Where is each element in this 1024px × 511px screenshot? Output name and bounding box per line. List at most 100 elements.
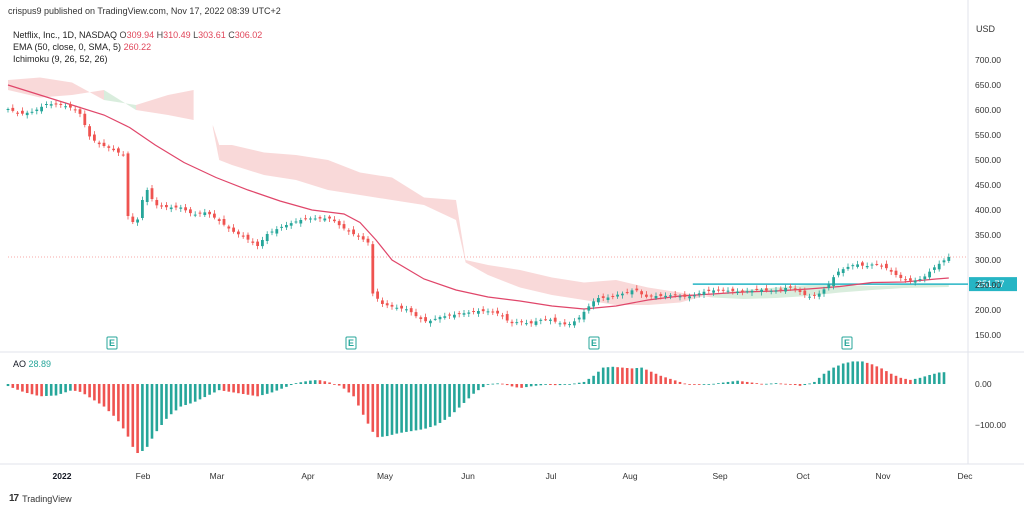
candle-body <box>265 234 269 242</box>
ao-bar <box>256 384 259 397</box>
ao-bar <box>126 384 130 437</box>
ao-bar <box>462 384 466 403</box>
ao-bar <box>621 367 624 384</box>
candle-body <box>947 257 951 261</box>
ao-bar <box>251 384 255 396</box>
cloud-segment <box>392 177 424 205</box>
ao-bar <box>683 383 687 385</box>
ao-bar <box>333 384 336 385</box>
candle-body <box>93 134 96 141</box>
ao-bar <box>726 381 730 384</box>
candle-body <box>827 284 831 289</box>
ao-bar <box>923 376 927 384</box>
candle-body <box>198 212 202 214</box>
ao-bar <box>909 379 912 384</box>
ao-bar <box>904 378 907 384</box>
candle-body <box>822 289 826 294</box>
ao-bar <box>477 384 480 391</box>
candle-body <box>558 323 562 325</box>
ao-bar <box>625 368 629 384</box>
time-tick-label: Aug <box>622 471 637 481</box>
candle-body <box>846 266 850 269</box>
candle-body <box>275 229 279 234</box>
ao-bar <box>894 375 898 384</box>
ao-bar <box>846 362 850 384</box>
cloud-segment <box>40 77 72 98</box>
candle-body <box>30 111 34 113</box>
candle-body <box>189 209 192 214</box>
ao-bar <box>107 384 111 412</box>
cloud-segment <box>104 90 136 110</box>
earnings-marker <box>345 336 357 350</box>
ao-bar <box>227 384 231 392</box>
candle-body <box>529 321 533 324</box>
ao-bar <box>832 367 835 384</box>
price-tick-label: 300.00 <box>975 255 1001 265</box>
ichimoku-cloud <box>8 77 949 305</box>
chart-legend: Netflix, Inc., 1D, NASDAQ O309.94 H310.4… <box>13 29 262 65</box>
ao-bar <box>616 367 619 384</box>
ao-bar <box>405 384 408 432</box>
candle-body <box>179 207 183 209</box>
ao-bar <box>342 384 346 389</box>
candle-body <box>779 288 783 290</box>
candle-body <box>217 219 221 221</box>
ao-bar <box>453 384 456 413</box>
ao-bar <box>515 384 519 388</box>
candle-body <box>294 221 298 223</box>
candle-body <box>21 110 24 114</box>
ao-bar <box>592 375 595 384</box>
candle-body <box>510 321 514 324</box>
cloud-segment <box>212 125 220 160</box>
cloud-segment <box>872 285 904 290</box>
publish-header: crispus9 published on TradingView.com, N… <box>8 6 281 16</box>
candle-body <box>203 212 207 216</box>
ao-bar <box>203 384 207 398</box>
ao-bar <box>390 384 394 435</box>
ao-tick-label: 0.00 <box>975 379 992 389</box>
ao-bar <box>285 384 288 387</box>
candle-body <box>784 288 787 292</box>
candle-body <box>222 219 226 225</box>
ao-bar <box>606 367 610 384</box>
ao-bar <box>529 384 533 387</box>
candle-body <box>270 231 274 233</box>
price-tick-label: 250.00 <box>975 280 1001 290</box>
ao-bar <box>88 384 91 398</box>
candle-body <box>73 109 77 111</box>
ichimoku-legend-line: Ichimoku (9, 26, 52, 26) <box>13 53 262 65</box>
candle-body <box>467 312 471 314</box>
ao-bar <box>789 384 792 385</box>
candle-body <box>251 241 255 243</box>
cloud-segment <box>328 160 360 195</box>
candle-body <box>457 313 461 315</box>
ao-bar <box>217 384 221 391</box>
candle-body <box>131 216 135 222</box>
ao-bar <box>184 384 187 406</box>
ohlc-high: 310.49 <box>163 30 191 40</box>
price-tick-label: 450.00 <box>975 180 1001 190</box>
ao-label: AO <box>13 359 27 369</box>
ao-bar <box>491 383 495 385</box>
candle-body <box>923 276 927 280</box>
ema-value: 260.22 <box>123 42 152 52</box>
ao-bar <box>496 383 499 385</box>
ao-bar <box>347 384 351 393</box>
ao-bar <box>30 384 34 395</box>
candle-body <box>865 266 869 268</box>
candle-body <box>702 291 706 295</box>
candle-body <box>793 288 797 290</box>
candle-body <box>760 289 763 292</box>
ao-bar <box>208 384 211 395</box>
candle-body <box>35 109 39 112</box>
candle-body <box>121 154 125 156</box>
candle-body <box>40 106 43 112</box>
candle-body <box>837 271 840 276</box>
brand-name: TradingView <box>22 493 72 504</box>
earnings-marker <box>841 336 853 350</box>
time-tick-label: Mar <box>210 471 225 481</box>
candle-body <box>851 265 855 267</box>
candle-body <box>491 311 495 313</box>
ao-tick-label: −100.00 <box>975 420 1006 430</box>
